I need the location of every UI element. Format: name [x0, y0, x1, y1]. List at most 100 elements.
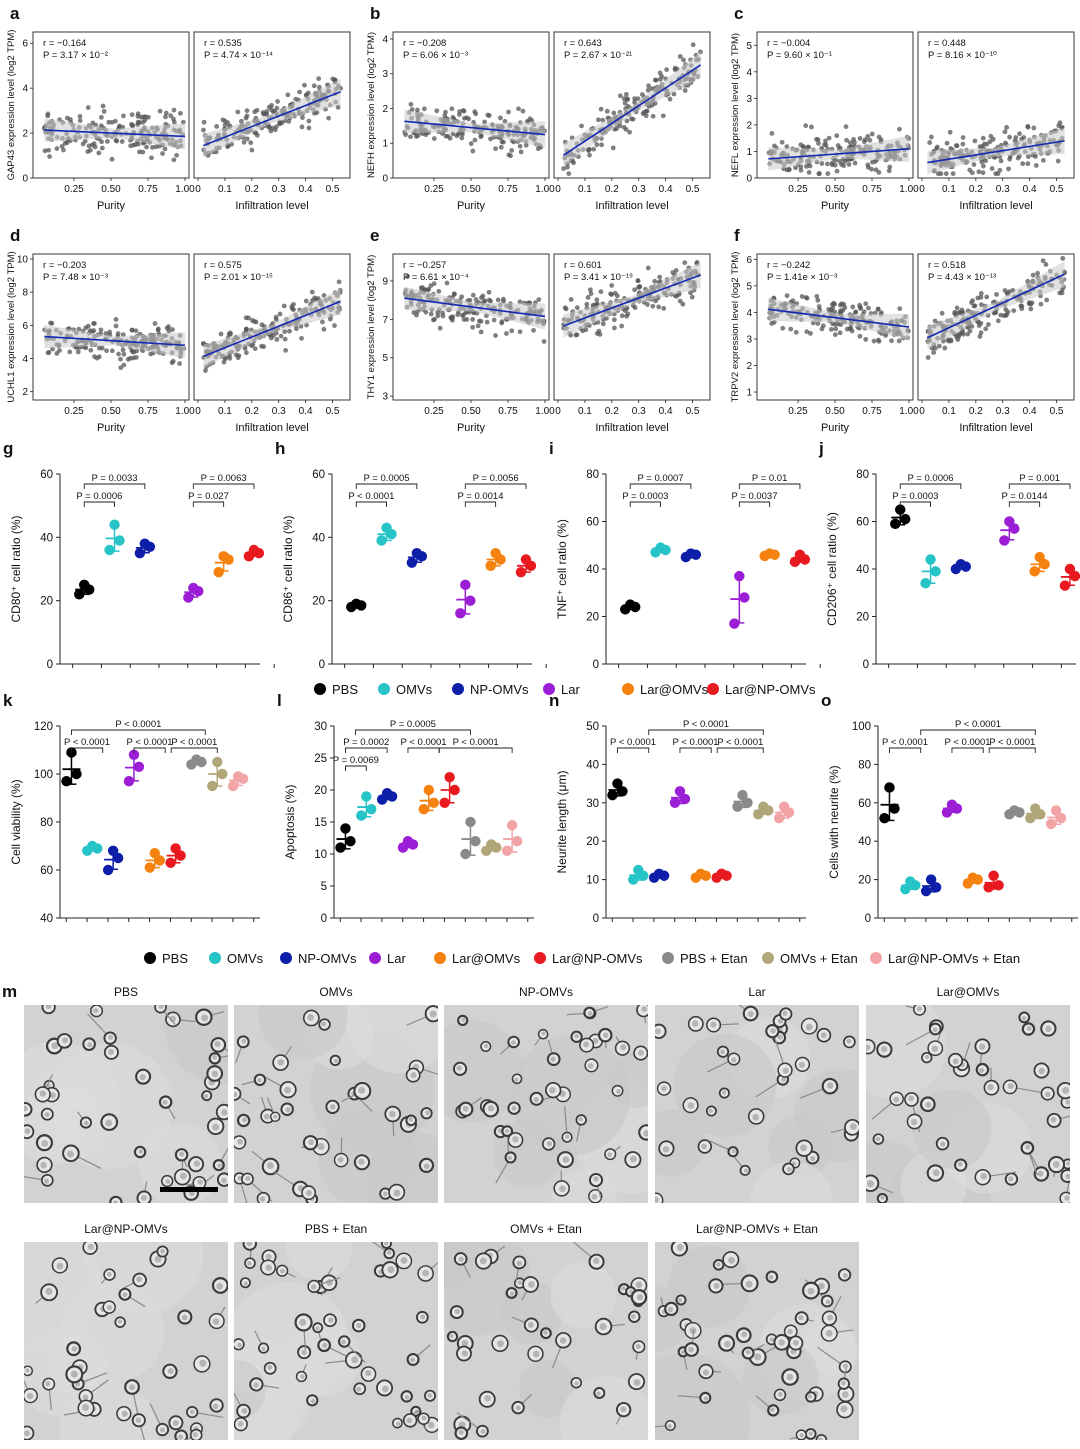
data-point	[1009, 805, 1019, 815]
data-point	[847, 162, 852, 167]
data-point	[774, 813, 784, 823]
data-point	[575, 332, 580, 337]
data-point	[86, 105, 91, 110]
data-point	[678, 299, 683, 304]
y-tick-label: 10	[314, 849, 327, 861]
data-point	[596, 117, 601, 122]
significance-bracket	[193, 484, 254, 489]
y-tick-label: 25	[314, 753, 327, 765]
data-point	[499, 145, 504, 150]
p-value-label: P = 0.027	[188, 491, 229, 502]
data-point	[563, 305, 568, 310]
data-point	[103, 865, 113, 875]
significance-bracket	[71, 730, 205, 735]
legend-label: OMVs	[227, 951, 264, 966]
y-tick-label: 40	[40, 532, 53, 544]
x-tick-label: 0.3	[632, 184, 646, 195]
x-tick-label: 0.2	[245, 406, 259, 417]
p-value-label: P = 0.0003	[892, 491, 938, 502]
data-point	[307, 126, 312, 131]
data-point	[670, 798, 680, 808]
data-point	[682, 260, 687, 265]
data-point	[588, 287, 593, 292]
data-point	[471, 293, 476, 298]
data-point	[460, 580, 470, 590]
x-axis-label: Purity	[821, 422, 850, 434]
y-axis-label: Apoptosis (%)	[283, 785, 297, 860]
data-point	[884, 782, 894, 792]
data-point	[501, 299, 506, 304]
y-tick-label: 0	[22, 174, 28, 185]
data-point	[956, 332, 961, 337]
data-point	[675, 786, 685, 796]
x-tick-label: 0.5	[1050, 406, 1064, 417]
data-point	[470, 317, 475, 322]
data-point	[509, 148, 514, 153]
data-point	[1031, 273, 1036, 278]
data-point	[844, 124, 849, 129]
data-point	[965, 332, 970, 337]
data-point	[612, 326, 617, 331]
data-point	[645, 302, 650, 307]
y-tick-label: 2	[382, 104, 388, 115]
significance-bracket	[1009, 502, 1039, 507]
x-axis-label: Purity	[821, 200, 850, 212]
data-point	[465, 817, 475, 827]
p-value-label: P < 0.0001	[171, 737, 217, 748]
data-point	[110, 120, 115, 125]
data-point	[137, 149, 142, 154]
y-tick-label: 4	[382, 34, 388, 45]
data-point	[876, 307, 881, 312]
data-point	[521, 554, 531, 564]
x-tick-label: 0.50	[825, 406, 845, 417]
data-point	[218, 551, 228, 561]
data-point	[90, 120, 95, 125]
data-point	[972, 162, 977, 167]
data-point	[508, 153, 513, 158]
data-point	[976, 169, 981, 174]
data-point	[834, 133, 839, 138]
data-point	[275, 99, 280, 104]
data-point	[285, 92, 290, 97]
data-point	[121, 347, 126, 352]
data-point	[100, 146, 105, 151]
data-point	[608, 291, 613, 296]
data-point	[1013, 135, 1018, 140]
significance-bracket	[630, 502, 660, 507]
panel-letter-c: c	[734, 4, 743, 23]
y-tick-label: 20	[856, 612, 869, 624]
data-point	[935, 145, 940, 150]
data-point	[1007, 135, 1012, 140]
data-point	[270, 126, 275, 131]
y-tick-label: 7	[382, 315, 388, 326]
data-point	[55, 146, 60, 151]
data-point	[479, 330, 484, 335]
data-point	[74, 589, 84, 599]
x-axis-label: Purity	[97, 200, 126, 212]
data-point	[382, 788, 392, 798]
data-point	[473, 138, 478, 143]
data-point	[88, 148, 93, 153]
data-point	[337, 279, 342, 284]
data-point	[128, 143, 133, 148]
data-point	[872, 339, 877, 344]
data-point	[236, 355, 241, 360]
data-point	[607, 790, 617, 800]
data-point	[299, 336, 304, 341]
data-point	[469, 141, 474, 146]
data-point	[219, 332, 224, 337]
data-point	[144, 145, 149, 150]
fit-line	[563, 65, 700, 155]
data-point	[409, 102, 414, 107]
data-point	[998, 313, 1003, 318]
data-point	[114, 139, 119, 144]
p-value-label: P < 0.0001	[127, 737, 173, 748]
p-value-label: P < 0.0001	[115, 719, 161, 730]
significance-bracket	[408, 748, 439, 753]
data-point	[716, 869, 726, 879]
y-tick-label: 1	[382, 139, 388, 150]
x-tick-label: 0.4	[659, 406, 673, 417]
data-point	[177, 361, 182, 366]
panel-letter-e: e	[370, 226, 379, 245]
